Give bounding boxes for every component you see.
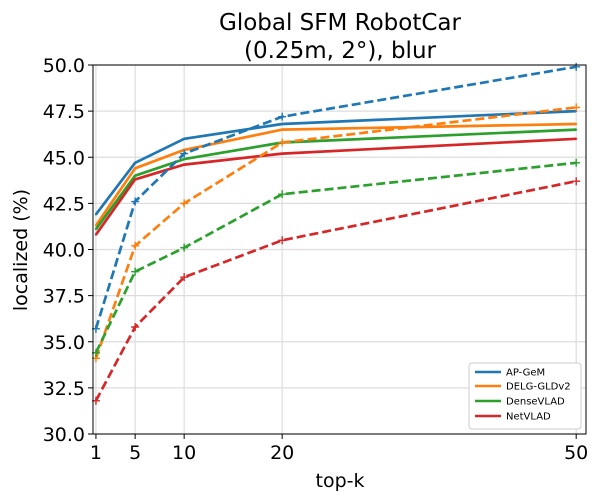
data-point-delg-gldv2-solid-5 bbox=[134, 167, 137, 170]
y-tick-label-2: 35.0 bbox=[43, 332, 85, 354]
data-point-ap-gem-solid-1 bbox=[94, 213, 97, 216]
chart-title-line-1: Global SFM RobotCar bbox=[219, 10, 462, 36]
legend-item-densevlad: DenseVLAD bbox=[475, 397, 565, 408]
legend: AP-GeM DELG-GLDv2 DenseVLAD NetVLAD bbox=[468, 362, 582, 430]
y-tick-label-4: 40.0 bbox=[43, 240, 85, 262]
legend-box bbox=[468, 362, 582, 430]
y-tick-label-3: 37.5 bbox=[43, 286, 85, 308]
data-point-densevlad-dashed-5 bbox=[131, 267, 140, 276]
data-point-delg-gldv2-dashed-20 bbox=[278, 138, 287, 147]
data-point-netvlad-solid-10 bbox=[183, 163, 186, 166]
data-point-ap-gem-dashed-20 bbox=[278, 112, 287, 121]
y-tick-label-1: 32.5 bbox=[43, 378, 85, 400]
y-tick-label-0: 30.0 bbox=[43, 424, 85, 446]
data-point-delg-gldv2-solid-50 bbox=[575, 123, 578, 126]
x-tick-label-20: 20 bbox=[270, 442, 294, 464]
y-tick-label-8: 50.0 bbox=[43, 55, 85, 77]
data-point-ap-gem-dashed-50 bbox=[572, 62, 581, 71]
x-tick-label-5: 5 bbox=[129, 442, 141, 464]
x-tick-label-10: 10 bbox=[172, 442, 196, 464]
legend-label-netvlad: NetVLAD bbox=[506, 412, 551, 423]
y-tick-label-6: 45.0 bbox=[43, 147, 85, 169]
legend-item-delg-gldv2: DELG-GLDv2 bbox=[475, 382, 571, 393]
series-line-netvlad-dashed bbox=[94, 179, 577, 402]
y-tick-label-5: 42.5 bbox=[43, 193, 85, 215]
y-tick-label-7: 47.5 bbox=[43, 101, 85, 123]
legend-label-densevlad: DenseVLAD bbox=[506, 397, 565, 408]
legend-label-delg-gldv2: DELG-GLDv2 bbox=[506, 382, 571, 393]
data-point-netvlad-solid-20 bbox=[281, 152, 284, 155]
data-point-densevlad-solid-50 bbox=[575, 128, 578, 131]
data-point-densevlad-dashed-10 bbox=[180, 243, 189, 252]
data-point-delg-gldv2-dashed-5 bbox=[131, 241, 140, 250]
y-axis-label: localized (%) bbox=[10, 189, 32, 311]
x-tick-label-50: 50 bbox=[564, 442, 588, 464]
data-point-densevlad-dashed-50 bbox=[572, 158, 581, 167]
data-point-densevlad-dashed-20 bbox=[278, 190, 287, 199]
x-tick-label-1: 1 bbox=[90, 442, 102, 464]
legend-label-ap-gem: AP-GeM bbox=[506, 368, 545, 379]
axes: 1 5 10 20 50 30.0 32.5 35.0 37.5 40.0 42.5 45.0 47.5… bbox=[43, 55, 589, 464]
data-point-ap-gem-solid-10 bbox=[183, 137, 186, 140]
data-point-delg-gldv2-dashed-50 bbox=[572, 103, 581, 112]
data-point-ap-gem-dashed-10 bbox=[180, 149, 189, 158]
series-layer bbox=[91, 62, 581, 405]
legend-item-ap-gem: AP-GeM bbox=[475, 368, 545, 379]
data-point-densevlad-solid-1 bbox=[94, 228, 97, 231]
data-point-densevlad-solid-10 bbox=[183, 158, 186, 161]
data-point-delg-gldv2-solid-1 bbox=[94, 224, 97, 227]
data-point-netvlad-dashed-20 bbox=[278, 236, 287, 245]
data-point-densevlad-solid-5 bbox=[134, 174, 137, 177]
data-point-ap-gem-solid-20 bbox=[281, 123, 284, 126]
data-point-netvlad-dashed-10 bbox=[180, 273, 189, 282]
chart-title-line-2: (0.25m, 2°), blur bbox=[244, 38, 437, 64]
data-point-netvlad-solid-50 bbox=[575, 137, 578, 140]
data-point-delg-gldv2-dashed-10 bbox=[180, 199, 189, 208]
data-point-netvlad-dashed-5 bbox=[131, 322, 140, 331]
data-point-ap-gem-dashed-5 bbox=[131, 197, 140, 206]
data-point-ap-gem-solid-5 bbox=[134, 161, 137, 164]
data-point-netvlad-dashed-50 bbox=[572, 177, 581, 186]
x-axis-label: top-k bbox=[316, 470, 365, 492]
data-point-netvlad-solid-1 bbox=[94, 233, 97, 236]
legend-item-netvlad: NetVLAD bbox=[475, 412, 551, 423]
data-point-netvlad-solid-5 bbox=[134, 178, 137, 181]
data-point-delg-gldv2-solid-20 bbox=[281, 128, 284, 131]
